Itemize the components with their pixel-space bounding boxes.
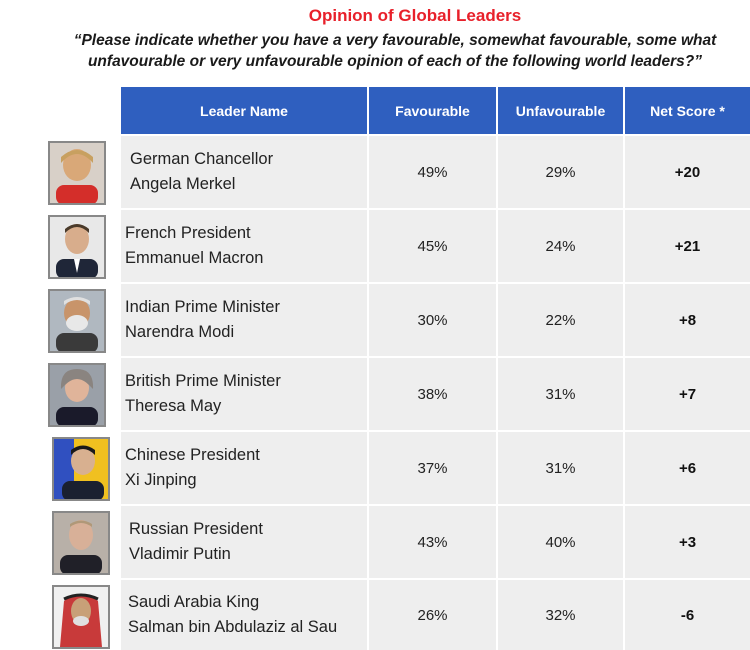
table-row: British Prime Minister Theresa May 38% 3…	[121, 358, 750, 430]
leader-name: Emmanuel Macron	[125, 249, 264, 267]
table-row: German Chancellor Angela Merkel 49% 29% …	[121, 136, 750, 208]
chart-title: Opinion of Global Leaders	[308, 6, 522, 25]
may-photo	[48, 363, 106, 427]
favourable-cell: 37%	[369, 432, 498, 504]
table-row: Indian Prime Minister Narendra Modi 30% …	[121, 284, 750, 356]
table-header: Leader Name Favourable Unfavourable Net …	[121, 87, 750, 134]
leader-title: British Prime Minister	[125, 372, 281, 390]
leader-title: French President	[125, 224, 251, 242]
xi-photo	[52, 437, 110, 501]
leader-title: Saudi Arabia King	[128, 593, 260, 611]
unfavourable-cell: 31%	[498, 358, 625, 430]
leader-name: Vladimir Putin	[129, 545, 231, 563]
leader-name-cell: Russian President Vladimir Putin	[121, 506, 369, 578]
leader-title: Russian President	[129, 520, 263, 538]
subtitle-line-2: unfavourable or very unfavourable opinio…	[87, 53, 703, 70]
leader-title: Indian Prime Minister	[125, 298, 280, 316]
net-score-cell: +21	[625, 210, 750, 282]
table-row: Chinese President Xi Jinping 37% 31% +6	[121, 432, 750, 504]
net-score-cell: +8	[625, 284, 750, 356]
unfavourable-cell: 40%	[498, 506, 625, 578]
merkel-photo	[48, 141, 106, 205]
favourable-cell: 45%	[369, 210, 498, 282]
unfavourable-cell: 24%	[498, 210, 625, 282]
leaders-table: Leader Name Favourable Unfavourable Net …	[121, 87, 750, 650]
leader-name: Angela Merkel	[130, 175, 236, 193]
table-row: French President Emmanuel Macron 45% 24%…	[121, 210, 750, 282]
net-score-cell: +3	[625, 506, 750, 578]
unfavourable-cell: 22%	[498, 284, 625, 356]
leader-name: Xi Jinping	[125, 471, 197, 489]
salman-photo	[52, 585, 110, 649]
net-score-cell: +20	[625, 136, 750, 208]
table-row: Russian President Vladimir Putin 43% 40%…	[121, 506, 750, 578]
leader-name-cell: French President Emmanuel Macron	[121, 210, 369, 282]
header-favourable: Favourable	[369, 87, 498, 134]
unfavourable-cell: 31%	[498, 432, 625, 504]
favourable-cell: 49%	[369, 136, 498, 208]
net-score-cell: -6	[625, 580, 750, 650]
leader-name: Narendra Modi	[125, 323, 235, 341]
net-score-cell: +6	[625, 432, 750, 504]
unfavourable-cell: 32%	[498, 580, 625, 650]
favourable-cell: 30%	[369, 284, 498, 356]
leader-name: Salman bin Abdulaziz al Sau	[128, 618, 338, 636]
putin-photo	[52, 511, 110, 575]
header-net-score: Net Score *	[625, 87, 750, 134]
leader-name-cell: German Chancellor Angela Merkel	[121, 136, 369, 208]
unfavourable-cell: 29%	[498, 136, 625, 208]
leader-name-cell: Chinese President Xi Jinping	[121, 432, 369, 504]
subtitle-line-1: “Please indicate whether you have a very…	[73, 32, 717, 49]
leader-title: Chinese President	[125, 446, 260, 464]
favourable-cell: 43%	[369, 506, 498, 578]
leader-name-cell: British Prime Minister Theresa May	[121, 358, 369, 430]
leader-name: Theresa May	[125, 397, 222, 415]
leader-title: German Chancellor	[130, 150, 274, 168]
favourable-cell: 38%	[369, 358, 498, 430]
macron-photo	[48, 215, 106, 279]
header-unfavourable: Unfavourable	[498, 87, 625, 134]
leader-name-cell: Indian Prime Minister Narendra Modi	[121, 284, 369, 356]
table-row: Saudi Arabia King Salman bin Abdulaziz a…	[121, 580, 750, 650]
modi-photo	[48, 289, 106, 353]
chart-subtitle: “Please indicate whether you have a very…	[40, 30, 750, 72]
favourable-cell: 26%	[369, 580, 498, 650]
leader-name-cell: Saudi Arabia King Salman bin Abdulaziz a…	[121, 580, 369, 650]
net-score-cell: +7	[625, 358, 750, 430]
header-leader-name: Leader Name	[121, 87, 369, 134]
